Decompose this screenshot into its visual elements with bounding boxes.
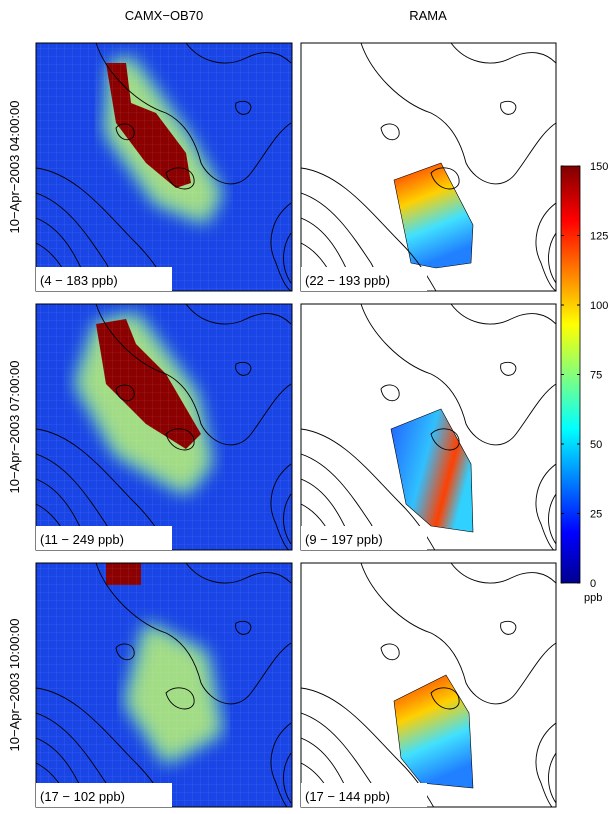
panel-frame — [300, 42, 557, 292]
row-label: 10−Apr−2003 10:00:00 — [7, 618, 22, 751]
contour-line — [235, 620, 252, 635]
contour-line — [283, 752, 292, 804]
contour-line — [115, 384, 135, 402]
contour-line — [185, 563, 292, 584]
contour-line — [36, 712, 124, 807]
column-title: RAMA — [409, 8, 447, 23]
contour-line — [360, 304, 556, 446]
contour-line — [301, 712, 389, 807]
contour-line — [95, 304, 292, 446]
colorbar-tick-label: 150 — [590, 161, 608, 173]
contour-line — [450, 563, 556, 584]
contour-line — [165, 687, 195, 710]
range-label: (17 − 144 ppb) — [305, 789, 390, 804]
contour-line — [235, 361, 252, 376]
contour-line — [270, 722, 292, 807]
grid-overlay — [36, 43, 292, 291]
range-label: (9 − 197 ppb) — [305, 532, 383, 547]
range-box — [36, 267, 172, 291]
obs-field — [390, 408, 474, 533]
panel-frame — [300, 562, 557, 808]
contour-line — [165, 167, 195, 190]
contour-line — [535, 202, 556, 291]
contour-line — [360, 43, 556, 185]
contour-line — [450, 304, 556, 325]
grid-overlay — [36, 304, 292, 550]
contour-line — [500, 361, 517, 376]
contour-line — [283, 232, 292, 284]
range-box — [36, 526, 172, 550]
colorbar-tick-label: 0 — [590, 578, 596, 590]
contour-line — [360, 563, 556, 705]
range-label: (17 − 102 ppb) — [40, 789, 125, 804]
contour-line — [380, 123, 400, 141]
colorbar-tick-label: 100 — [590, 300, 608, 312]
contour-line — [380, 384, 400, 402]
model-map — [36, 304, 292, 550]
contour-line — [430, 428, 460, 451]
contour-line — [430, 687, 460, 710]
contour-line — [500, 100, 517, 115]
contour-line — [535, 722, 556, 807]
range-box — [301, 267, 427, 291]
contour-line — [165, 428, 195, 451]
colorbar-unit: ppb — [584, 592, 602, 604]
obs-map — [301, 43, 556, 291]
contour-line — [235, 100, 252, 115]
row-label: 10−Apr−2003 04:00:00 — [7, 100, 22, 233]
column-title: CAMX−OB70 — [125, 8, 203, 23]
obs-field — [393, 674, 474, 789]
range-box — [301, 526, 427, 550]
contour-line — [548, 232, 556, 284]
panel-frame — [300, 303, 557, 551]
colorbar-tick-label: 75 — [590, 370, 602, 382]
range-box — [36, 783, 172, 807]
range-box — [301, 783, 427, 807]
obs-map — [301, 563, 556, 807]
colorbar-tick-label: 125 — [590, 231, 608, 243]
contour-line — [301, 167, 437, 291]
contour-line — [270, 463, 292, 550]
model-map — [36, 43, 292, 291]
contour-line — [430, 167, 460, 190]
contour-line — [95, 43, 292, 185]
contour-line — [380, 643, 400, 661]
range-label: (4 − 183 ppb) — [40, 273, 118, 288]
contour-line — [115, 643, 135, 661]
contour-line — [535, 463, 556, 550]
model-map — [36, 563, 292, 807]
contour-line — [95, 563, 292, 705]
row-label: 10−Apr−2003 07:00:00 — [7, 360, 22, 493]
contour-line — [500, 620, 517, 635]
range-label: (11 − 249 ppb) — [40, 532, 124, 547]
contour-line — [301, 687, 435, 807]
contour-line — [450, 43, 556, 64]
contour-line — [548, 493, 556, 545]
range-label: (22 − 193 ppb) — [305, 273, 390, 288]
contour-line — [283, 493, 292, 545]
obs-map — [301, 304, 556, 550]
contour-line — [548, 752, 556, 804]
obs-field — [393, 162, 474, 269]
contour-line — [115, 123, 135, 141]
contour-line — [185, 304, 292, 325]
colorbar-tick-label: 25 — [590, 509, 602, 521]
colorbar-tick-label: 50 — [590, 439, 602, 451]
contour-line — [185, 43, 292, 64]
contour-line — [270, 202, 292, 291]
grid-overlay — [36, 563, 292, 807]
contour-line — [301, 428, 436, 550]
